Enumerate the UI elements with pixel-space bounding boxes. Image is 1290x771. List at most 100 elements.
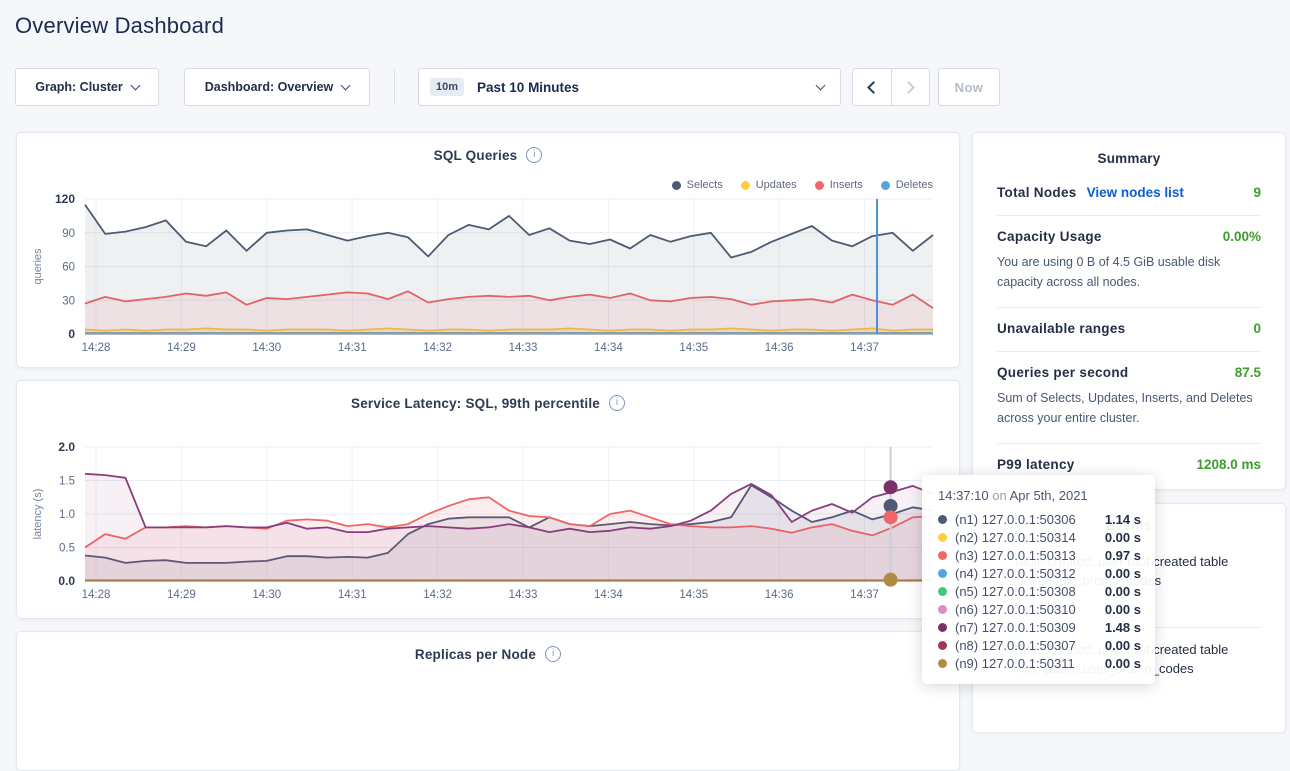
tooltip-row: (n6) 127.0.0.1:50310 0.00 s xyxy=(938,600,1141,618)
tooltip-timestamp: 14:37:10 on Apr 5th, 2021 xyxy=(938,488,1141,503)
chevron-down-icon xyxy=(130,80,140,90)
service-latency-chart[interactable]: 0.00.51.01.52.014:2814:2914:3014:3114:32… xyxy=(17,381,959,618)
tooltip-node-value: 0.00 s xyxy=(1105,656,1141,671)
svg-text:0: 0 xyxy=(68,327,75,341)
svg-text:14:37: 14:37 xyxy=(850,342,879,354)
svg-text:14:34: 14:34 xyxy=(594,342,623,354)
summary-value: 9 xyxy=(1253,185,1261,200)
graph-select-dropdown[interactable]: Graph: Cluster xyxy=(15,68,159,106)
time-range-label: Past 10 Minutes xyxy=(477,80,579,95)
time-range-badge: 10m xyxy=(430,78,464,96)
chevron-left-icon xyxy=(867,81,880,94)
tooltip-node-label: (n2) 127.0.0.1:50314 xyxy=(955,530,1076,545)
tooltip-node-value: 0.00 s xyxy=(1105,530,1141,545)
summary-row-capacity-usage: Capacity Usage 0.00% You are using 0 B o… xyxy=(997,216,1261,308)
tooltip-node-label: (n7) 127.0.0.1:50309 xyxy=(955,620,1076,635)
svg-text:14:33: 14:33 xyxy=(509,342,538,354)
summary-label: Unavailable ranges xyxy=(997,321,1125,336)
chevron-down-icon xyxy=(816,80,826,90)
node-color-dot-icon xyxy=(938,641,947,650)
tooltip-node-value: 0.97 s xyxy=(1105,548,1141,563)
time-forward-button[interactable] xyxy=(892,69,930,105)
chart-hover-tooltip: 14:37:10 on Apr 5th, 2021 (n1) 127.0.0.1… xyxy=(922,475,1155,684)
tooltip-row: (n9) 127.0.0.1:50311 0.00 s xyxy=(938,654,1141,672)
svg-text:14:31: 14:31 xyxy=(338,342,367,354)
summary-panel: Summary Total Nodes View nodes list 9 Ca… xyxy=(972,132,1286,490)
summary-title: Summary xyxy=(997,151,1261,166)
view-nodes-list-link[interactable]: View nodes list xyxy=(1087,185,1184,200)
svg-text:14:36: 14:36 xyxy=(765,342,794,354)
tooltip-node-label: (n9) 127.0.0.1:50311 xyxy=(955,656,1075,671)
chevron-right-icon xyxy=(902,81,915,94)
svg-text:14:36: 14:36 xyxy=(765,589,794,601)
tooltip-node-value: 1.48 s xyxy=(1105,620,1141,635)
replicas-per-node-chart-title: Replicas per Node xyxy=(415,647,536,662)
svg-text:1.5: 1.5 xyxy=(59,476,75,488)
tooltip-row: (n2) 127.0.0.1:50314 0.00 s xyxy=(938,528,1141,546)
summary-label: P99 latency xyxy=(997,457,1075,472)
dashboard-select-dropdown[interactable]: Dashboard: Overview xyxy=(184,68,370,106)
svg-text:14:28: 14:28 xyxy=(82,342,111,354)
svg-text:60: 60 xyxy=(62,262,75,274)
toolbar-divider xyxy=(394,70,395,104)
sql-queries-chart-panel: SQL Queries i SelectsUpdatesInsertsDelet… xyxy=(16,132,960,368)
svg-text:14:35: 14:35 xyxy=(679,342,708,354)
summary-value: 0 xyxy=(1253,321,1261,336)
summary-row-queries-per-second: Queries per second 87.5 Sum of Selects, … xyxy=(997,352,1261,444)
tooltip-row: (n4) 127.0.0.1:503120.00 s xyxy=(938,564,1141,582)
svg-text:14:32: 14:32 xyxy=(423,589,452,601)
svg-text:14:30: 14:30 xyxy=(252,589,281,601)
dashboard-select-label: Dashboard: Overview xyxy=(205,80,334,94)
summary-value: 87.5 xyxy=(1235,365,1261,380)
node-color-dot-icon xyxy=(938,569,947,578)
summary-row-total-nodes: Total Nodes View nodes list 9 xyxy=(997,172,1261,216)
svg-text:0.5: 0.5 xyxy=(59,543,75,555)
svg-text:14:32: 14:32 xyxy=(423,342,452,354)
graph-select-label: Graph: Cluster xyxy=(35,80,123,94)
svg-text:14:29: 14:29 xyxy=(167,589,196,601)
summary-desc: You are using 0 B of 4.5 GiB usable disk… xyxy=(997,252,1261,292)
time-back-button[interactable] xyxy=(853,69,892,105)
tooltip-node-label: (n6) 127.0.0.1:50310 xyxy=(955,602,1076,617)
now-button[interactable]: Now xyxy=(938,68,1000,106)
svg-text:90: 90 xyxy=(62,228,75,240)
tooltip-row: (n7) 127.0.0.1:50309 1.48 s xyxy=(938,618,1141,636)
tooltip-node-label: (n8) 127.0.0.1:50307 xyxy=(955,638,1076,653)
node-color-dot-icon xyxy=(938,515,947,524)
svg-text:0.0: 0.0 xyxy=(58,574,75,588)
svg-text:latency (s): latency (s) xyxy=(32,489,44,540)
summary-label: Total Nodes xyxy=(997,185,1077,200)
svg-text:14:34: 14:34 xyxy=(594,589,623,601)
tooltip-node-value: 0.00 s xyxy=(1105,584,1141,599)
node-color-dot-icon xyxy=(938,659,947,668)
tooltip-row: (n8) 127.0.0.1:503070.00 s xyxy=(938,636,1141,654)
node-color-dot-icon xyxy=(938,551,947,560)
tooltip-node-label: (n3) 127.0.0.1:50313 xyxy=(955,548,1076,563)
svg-text:14:33: 14:33 xyxy=(509,589,538,601)
time-range-picker[interactable]: 10m Past 10 Minutes xyxy=(418,68,841,106)
tooltip-node-value: 1.14 s xyxy=(1105,512,1141,527)
time-nav-group xyxy=(852,68,930,106)
tooltip-row: (n3) 127.0.0.1:50313 0.97 s xyxy=(938,546,1141,564)
summary-row-unavailable-ranges: Unavailable ranges 0 xyxy=(997,308,1261,352)
chevron-down-icon xyxy=(341,80,351,90)
svg-text:2.0: 2.0 xyxy=(58,440,75,454)
svg-text:queries: queries xyxy=(32,248,44,285)
summary-label: Queries per second xyxy=(997,365,1128,380)
svg-text:120: 120 xyxy=(55,192,75,206)
summary-value: 1208.0 ms xyxy=(1196,457,1261,472)
node-color-dot-icon xyxy=(938,533,947,542)
svg-text:30: 30 xyxy=(62,295,75,307)
tooltip-node-label: (n5) 127.0.0.1:50308 xyxy=(955,584,1076,599)
svg-text:14:29: 14:29 xyxy=(167,342,196,354)
tooltip-node-value: 0.00 s xyxy=(1105,566,1141,581)
info-icon[interactable]: i xyxy=(545,646,561,662)
service-latency-chart-panel: Service Latency: SQL, 99th percentile i … xyxy=(16,380,960,619)
tooltip-row: (n1) 127.0.0.1:503061.14 s xyxy=(938,510,1141,528)
sql-queries-chart[interactable]: 0 30 60 90 120 14:28 14:29 14:30 14:31 14:32 14:33… xyxy=(17,133,959,367)
tooltip-node-value: 0.00 s xyxy=(1105,602,1141,617)
svg-text:14:37: 14:37 xyxy=(850,589,879,601)
svg-text:1.0: 1.0 xyxy=(59,509,75,521)
tooltip-row: (n5) 127.0.0.1:50308 0.00 s xyxy=(938,582,1141,600)
svg-text:14:30: 14:30 xyxy=(252,342,281,354)
